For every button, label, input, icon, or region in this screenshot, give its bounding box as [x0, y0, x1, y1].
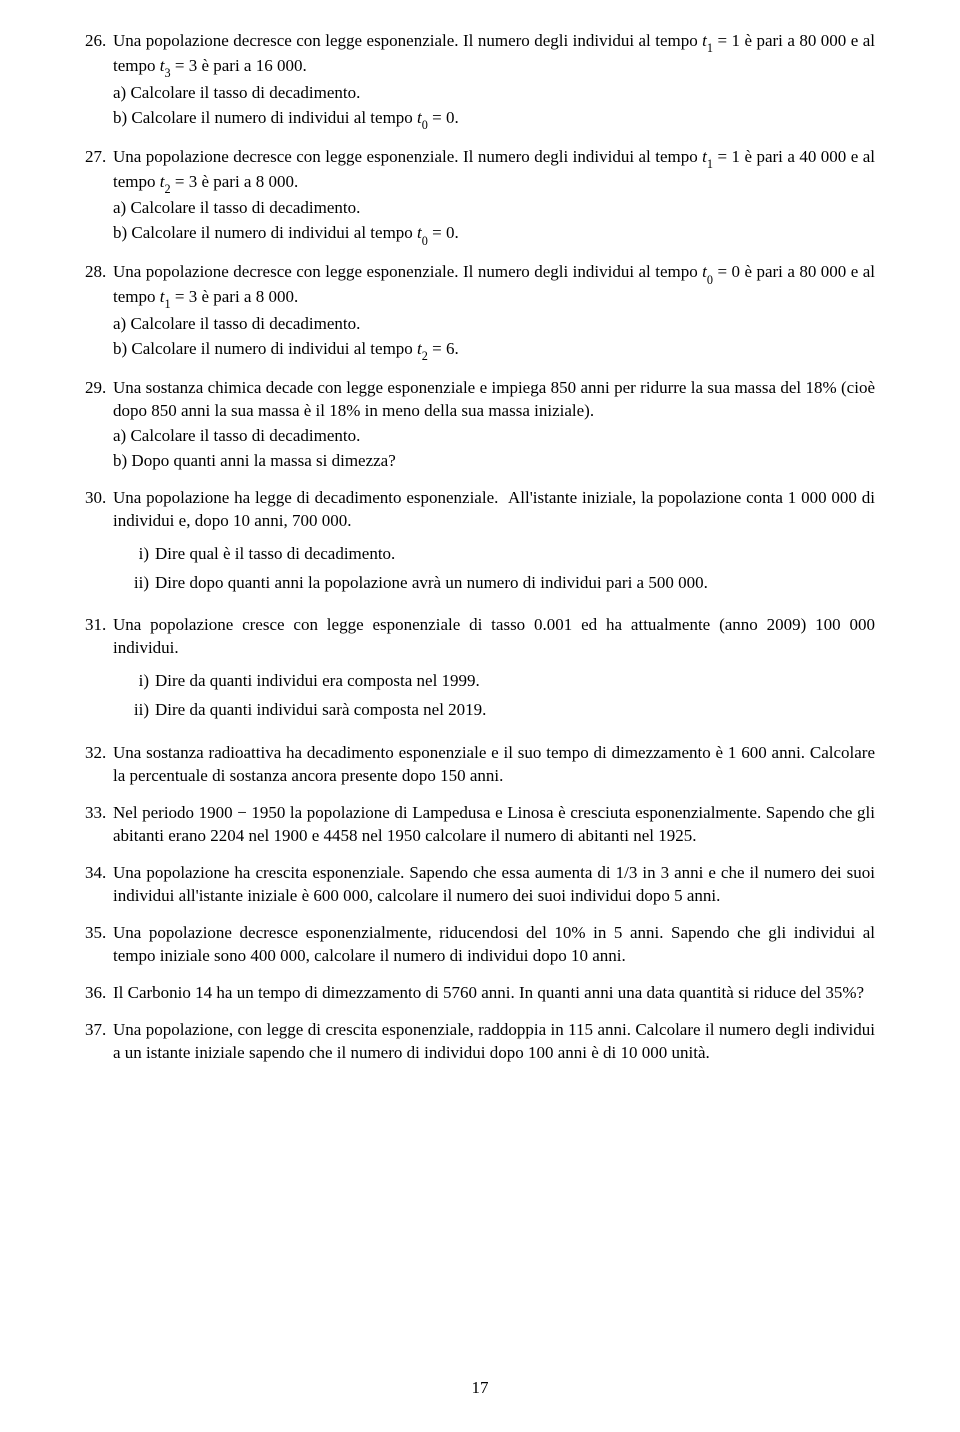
problem-item: 33.Nel periodo 1900 − 1950 la popolazion…	[85, 802, 875, 848]
problem-subpart: b) Dopo quanti anni la massa si dimezza?	[113, 450, 875, 473]
problem-body: Una popolazione, con legge di crescita e…	[113, 1019, 875, 1065]
problem-item: 27.Una popolazione decresce con legge es…	[85, 146, 875, 248]
problem-body: Una popolazione cresce con legge esponen…	[113, 614, 875, 728]
problem-item: 26.Una popolazione decresce con legge es…	[85, 30, 875, 132]
problem-item: 36.Il Carbonio 14 ha un tempo di dimezza…	[85, 982, 875, 1005]
problem-text: Una sostanza radioattiva ha decadimento …	[113, 742, 875, 788]
roman-text: Dire da quanti individui sarà composta n…	[155, 699, 875, 722]
problem-text: Una sostanza chimica decade con legge es…	[113, 377, 875, 423]
problem-number: 32.	[85, 742, 113, 788]
problem-subpart: b) Calcolare il numero di individui al t…	[113, 338, 875, 363]
roman-text: Dire qual è il tasso di decadimento.	[155, 543, 875, 566]
problem-text: Nel periodo 1900 − 1950 la popolazione d…	[113, 802, 875, 848]
roman-number: ii)	[131, 699, 155, 722]
problem-text: Il Carbonio 14 ha un tempo di dimezzamen…	[113, 982, 875, 1005]
problem-subpart: b) Calcolare il numero di individui al t…	[113, 222, 875, 247]
problem-body: Nel periodo 1900 − 1950 la popolazione d…	[113, 802, 875, 848]
problem-body: Il Carbonio 14 ha un tempo di dimezzamen…	[113, 982, 875, 1005]
problem-number: 26.	[85, 30, 113, 132]
problem-text: Una popolazione, con legge di crescita e…	[113, 1019, 875, 1065]
roman-number: i)	[131, 543, 155, 566]
problem-subpart: a) Calcolare il tasso di decadimento.	[113, 425, 875, 448]
roman-list: i)Dire da quanti individui era composta …	[131, 670, 875, 722]
problem-text: Una popolazione cresce con legge esponen…	[113, 614, 875, 660]
problem-body: Una popolazione ha legge di decadimento …	[113, 487, 875, 601]
problem-item: 28.Una popolazione decresce con legge es…	[85, 261, 875, 363]
problem-subpart: a) Calcolare il tasso di decadimento.	[113, 313, 875, 336]
roman-text: Dire dopo quanti anni la popolazione avr…	[155, 572, 875, 595]
problem-text: Una popolazione ha crescita esponenziale…	[113, 862, 875, 908]
roman-item: ii)Dire da quanti individui sarà compost…	[131, 699, 875, 722]
problem-number: 29.	[85, 377, 113, 473]
problem-number: 35.	[85, 922, 113, 968]
problem-item: 31.Una popolazione cresce con legge espo…	[85, 614, 875, 728]
problem-number: 31.	[85, 614, 113, 728]
problem-number: 36.	[85, 982, 113, 1005]
problem-number: 30.	[85, 487, 113, 601]
page-number: 17	[0, 1377, 960, 1400]
problem-number: 37.	[85, 1019, 113, 1065]
roman-item: ii)Dire dopo quanti anni la popolazione …	[131, 572, 875, 595]
problem-number: 33.	[85, 802, 113, 848]
problem-item: 30.Una popolazione ha legge di decadimen…	[85, 487, 875, 601]
roman-text: Dire da quanti individui era composta ne…	[155, 670, 875, 693]
roman-list: i)Dire qual è il tasso di decadimento.ii…	[131, 543, 875, 595]
roman-item: i)Dire da quanti individui era composta …	[131, 670, 875, 693]
problem-body: Una popolazione decresce con legge espon…	[113, 30, 875, 132]
roman-number: ii)	[131, 572, 155, 595]
problem-item: 35.Una popolazione decresce esponenzialm…	[85, 922, 875, 968]
roman-number: i)	[131, 670, 155, 693]
problem-text: Una popolazione decresce con legge espon…	[113, 146, 875, 196]
problem-subpart: b) Calcolare il numero di individui al t…	[113, 107, 875, 132]
problem-body: Una sostanza radioattiva ha decadimento …	[113, 742, 875, 788]
problem-subpart: a) Calcolare il tasso di decadimento.	[113, 82, 875, 105]
problem-body: Una popolazione decresce con legge espon…	[113, 146, 875, 248]
problem-list: 26.Una popolazione decresce con legge es…	[85, 30, 875, 1065]
problem-item: 34.Una popolazione ha crescita esponenzi…	[85, 862, 875, 908]
problem-number: 28.	[85, 261, 113, 363]
problem-body: Una popolazione decresce con legge espon…	[113, 261, 875, 363]
problem-number: 27.	[85, 146, 113, 248]
problem-subpart: a) Calcolare il tasso di decadimento.	[113, 197, 875, 220]
problem-body: Una sostanza chimica decade con legge es…	[113, 377, 875, 473]
problem-item: 32.Una sostanza radioattiva ha decadimen…	[85, 742, 875, 788]
problem-body: Una popolazione decresce esponenzialment…	[113, 922, 875, 968]
problem-item: 29.Una sostanza chimica decade con legge…	[85, 377, 875, 473]
problem-number: 34.	[85, 862, 113, 908]
problem-text: Una popolazione decresce con legge espon…	[113, 261, 875, 311]
problem-body: Una popolazione ha crescita esponenziale…	[113, 862, 875, 908]
problem-text: Una popolazione decresce esponenzialment…	[113, 922, 875, 968]
problem-item: 37.Una popolazione, con legge di crescit…	[85, 1019, 875, 1065]
problem-text: Una popolazione ha legge di decadimento …	[113, 487, 875, 533]
roman-item: i)Dire qual è il tasso di decadimento.	[131, 543, 875, 566]
problem-text: Una popolazione decresce con legge espon…	[113, 30, 875, 80]
